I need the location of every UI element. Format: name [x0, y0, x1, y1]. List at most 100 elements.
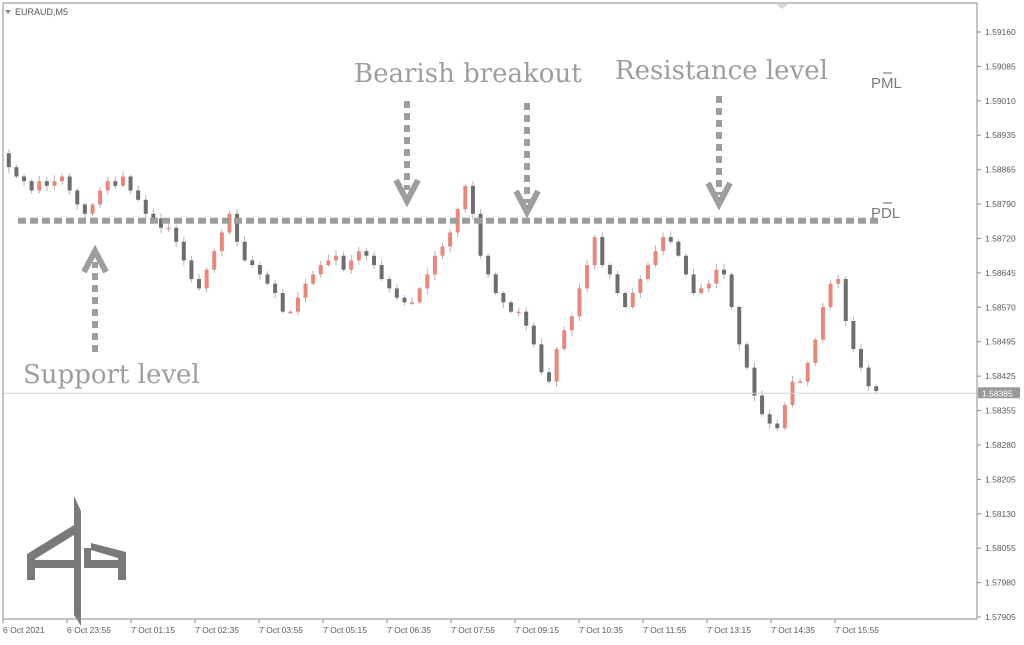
bearish-candle [752, 367, 757, 396]
bearish-candle [767, 414, 772, 424]
bullish-candle [417, 288, 422, 303]
bearish-candle [29, 181, 34, 191]
bearish-candle [280, 293, 285, 312]
current-price-value: 1.58385 [982, 388, 1013, 398]
bearish-candle [508, 302, 513, 312]
bearish-candle [14, 167, 19, 177]
bearish-candle [67, 176, 72, 191]
current-price-tag [978, 387, 1020, 399]
time-tick-label: 7 Oct 07:55 [451, 625, 495, 635]
bullish-candle [219, 232, 224, 252]
candle-bodies [6, 153, 879, 429]
bearish-candle [760, 395, 765, 415]
bullish-candle [303, 283, 308, 298]
bullish-candle [554, 348, 559, 382]
time-tick-label: 7 Oct 02:35 [195, 625, 239, 635]
price-tick-label: 1.58425 [985, 371, 1016, 381]
bullish-candle [699, 288, 704, 294]
bearish-candle [181, 241, 186, 261]
time-tick-label: 7 Oct 15:55 [835, 625, 879, 635]
bearish-candle [851, 321, 856, 349]
bullish-candle [90, 204, 95, 214]
pml-level-label: PML [871, 75, 902, 92]
price-tick-label: 1.58645 [985, 268, 1016, 278]
bullish-candle [820, 307, 825, 340]
bullish-candle [52, 181, 57, 186]
bearish-candle [623, 293, 628, 308]
bullish-candle [98, 190, 103, 205]
bearish-candle [197, 279, 202, 289]
bullish-candle [805, 362, 810, 382]
bullish-candle [60, 176, 65, 182]
bearish-candle [607, 265, 612, 275]
bearish-candle [372, 255, 377, 266]
bearish-candle [478, 213, 483, 256]
bullish-candle [463, 185, 468, 210]
bullish-candle [204, 269, 209, 289]
bullish-candle [592, 237, 597, 266]
bearish-candle [136, 190, 141, 200]
bullish-candle [798, 381, 803, 384]
bearish-candle [501, 293, 506, 303]
bullish-candle [813, 339, 818, 363]
bullish-candle [645, 265, 650, 280]
time-tick-label: 7 Oct 10:35 [579, 625, 623, 635]
bullish-candle [333, 255, 338, 261]
bullish-candle [166, 227, 171, 230]
bearish-candle [250, 260, 255, 266]
bearish-candle [6, 153, 11, 168]
window-menu-arrow-icon[interactable] [5, 10, 11, 14]
bearish-candle [615, 274, 620, 294]
bullish-candle [714, 269, 719, 284]
bearish-candle [113, 181, 118, 186]
bearish-candle [22, 176, 27, 182]
time-tick-label: 7 Oct 11:55 [643, 625, 687, 635]
bullish-candle [706, 283, 711, 289]
bearish-candle [676, 241, 681, 256]
price-tick-label: 1.58280 [985, 440, 1016, 450]
bullish-candle [120, 176, 125, 186]
bearish-candle [531, 325, 536, 345]
scroll-marker-icon[interactable] [776, 4, 788, 9]
price-tick-label: 1.59085 [985, 61, 1016, 71]
bearish-candle [486, 255, 491, 275]
time-tick-label: 7 Oct 09:15 [515, 625, 559, 635]
bearish-candle [775, 423, 780, 429]
bearish-candle [379, 265, 384, 280]
time-tick-label: 7 Oct 13:15 [707, 625, 751, 635]
bullish-candle [585, 265, 590, 289]
bearish-candle [547, 372, 552, 382]
bullish-candle [516, 311, 521, 314]
price-tick-label: 1.58570 [985, 302, 1016, 312]
bearish-candle [174, 227, 179, 242]
price-axis[interactable]: 1.59160 1.59085 1.59010 1.58935 1.58865 1.587… [977, 27, 1016, 622]
bearish-candle [524, 311, 529, 326]
bullish-candle [356, 251, 361, 261]
bullish-candle [349, 260, 354, 270]
time-tick-label: 7 Oct 01:15 [131, 625, 175, 635]
bullish-candle [569, 316, 574, 331]
price-tick-label: 1.58130 [985, 509, 1016, 519]
bearish-candle [737, 307, 742, 345]
bearish-candle [189, 260, 194, 280]
support-arrow-icon [81, 244, 109, 352]
bullish-candle [288, 311, 293, 314]
time-axis[interactable]: 6 Oct 2021 6 Oct 23:55 7 Oct 01:15 7 Oct 02… [2, 619, 879, 635]
bearish-candle [683, 255, 688, 275]
bearish-candle [364, 251, 369, 256]
bearish-candle [668, 237, 673, 242]
bullish-candle [630, 293, 635, 308]
bullish-candle [828, 283, 833, 308]
bullish-candle [782, 404, 787, 429]
brand-monogram-icon [27, 496, 126, 626]
resistance-arrow-icon [705, 96, 733, 211]
price-tick-label: 1.59010 [985, 96, 1016, 106]
time-tick-label: 7 Oct 03:55 [259, 625, 303, 635]
bearish-candle [744, 344, 749, 368]
bullish-candle [638, 279, 643, 294]
bearish-candle [493, 274, 498, 294]
bullish-candle [432, 255, 437, 275]
time-tick-label: 7 Oct 14:35 [771, 625, 815, 635]
